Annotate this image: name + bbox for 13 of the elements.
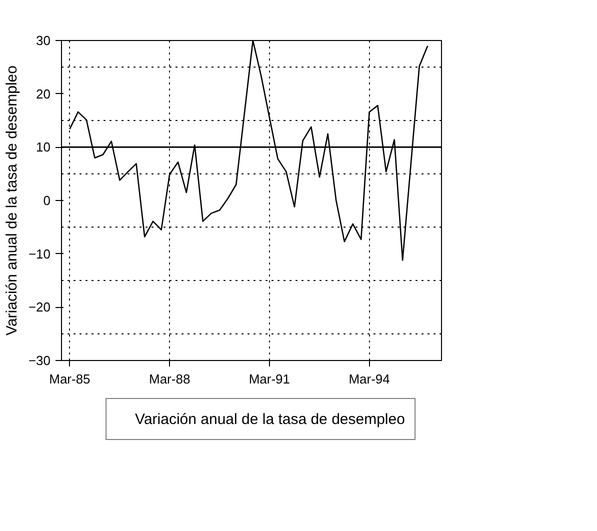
x-tick-label: Mar-94 — [348, 372, 390, 386]
x-tick-label: Mar-85 — [49, 372, 90, 386]
y-tick-label: 10 — [36, 140, 51, 155]
y-tick-label: 30 — [36, 33, 51, 48]
y-tick-label: −20 — [28, 300, 51, 315]
text: Variación anual de la tasa de desempleo — [135, 410, 405, 428]
y-axis-title: Variación anual de la tasa de desempleo — [3, 66, 20, 336]
y-tick-label: −10 — [28, 246, 51, 262]
x-tick-label: Mar-88 — [149, 372, 190, 386]
x-tick-label: Mar-91 — [248, 372, 290, 386]
y-tick-label: 0 — [43, 193, 51, 208]
y-tick-label: −30 — [28, 353, 51, 368]
y-tick-label: 20 — [36, 86, 51, 102]
